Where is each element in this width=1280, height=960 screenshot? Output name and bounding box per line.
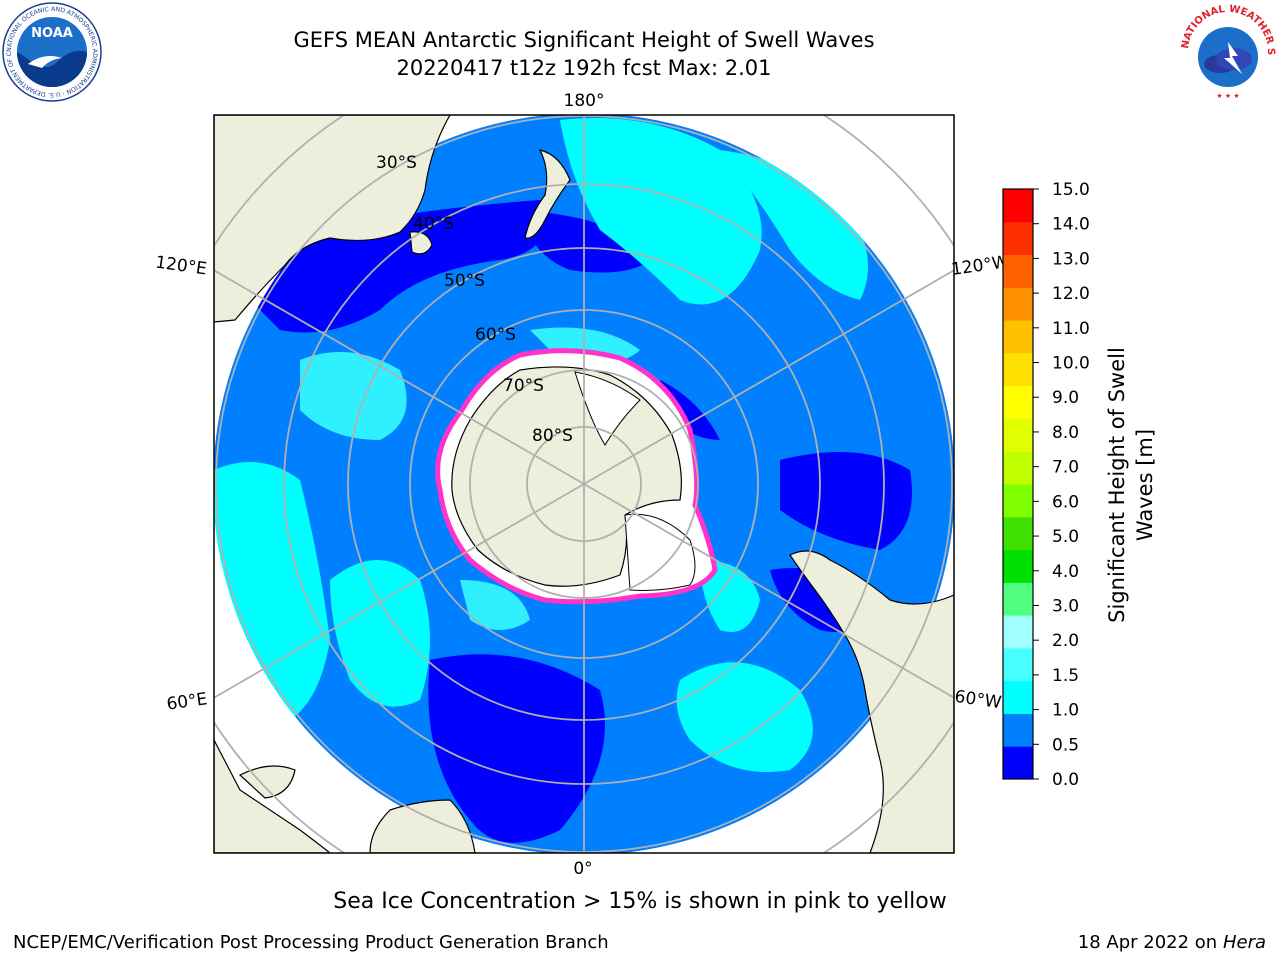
svg-text:★ ★ ★: ★ ★ ★ [1216, 92, 1239, 100]
lat-label-50s: 50°S [444, 271, 485, 291]
lat-label-80s: 80°S [532, 426, 573, 446]
colorbar-tick-label: 4.0 [1052, 562, 1079, 582]
chart-subtitle: 20220417 t12z 192h fcst Max: 2.01 [396, 56, 772, 80]
colorbar-tick-label: 6.0 [1052, 492, 1079, 512]
colorbar-label-line1: Significant Height of Swell [1105, 347, 1129, 623]
colorbar-swatch [1003, 287, 1033, 321]
lon-label-0: 0° [573, 859, 592, 879]
colorbar-swatch [1003, 516, 1033, 551]
colorbar-tick-label: 13.0 [1052, 249, 1090, 269]
colorbar-swatch [1003, 582, 1033, 616]
lat-label-70s: 70°S [503, 376, 544, 396]
colorbar-label-line2: Waves [m] [1133, 429, 1157, 541]
colorbar-tick-label: 14.0 [1052, 215, 1090, 235]
colorbar-swatch [1003, 680, 1033, 714]
lon-label-180: 180° [564, 91, 605, 111]
colorbar-tick-label: 0.5 [1052, 735, 1079, 755]
colorbar-label: Significant Height of Swell Waves [m] [1105, 347, 1157, 623]
colorbar-swatch [1003, 451, 1033, 485]
colorbar-tick-label: 7.0 [1052, 458, 1079, 478]
lat-label-60s: 60°S [475, 325, 516, 345]
footer-credit: NCEP/EMC/Verification Post Processing Pr… [13, 932, 609, 953]
noaa-logo: NATIONAL OCEANIC AND ATMOSPHERIC ADMINIS… [2, 2, 102, 102]
lon-label-120e: 120°E [154, 252, 208, 279]
colorbar-swatch [1003, 713, 1033, 747]
colorbar-swatch [1003, 221, 1033, 256]
colorbar-swatch [1003, 352, 1033, 387]
colorbar-swatch [1003, 549, 1033, 583]
colorbar-swatch [1003, 615, 1033, 649]
colorbar-swatch [1003, 254, 1033, 288]
lon-label-120w: 120°W [950, 252, 1010, 280]
colorbar-tick-label: 15.0 [1052, 180, 1090, 200]
map-panel [214, 115, 954, 853]
antarctica [435, 348, 718, 605]
colorbar-swatch [1003, 385, 1033, 419]
colorbar-tick-label: 9.0 [1052, 388, 1079, 408]
footer-date: 18 Apr 2022 on Hera [1078, 932, 1266, 953]
caption: Sea Ice Concentration > 15% is shown in … [333, 889, 947, 914]
colorbar-tick-label: 1.5 [1052, 666, 1079, 686]
chart-title: GEFS MEAN Antarctic Significant Height o… [293, 28, 875, 52]
colorbar-tick-label: 3.0 [1052, 596, 1079, 616]
colorbar-swatch [1003, 320, 1033, 354]
colorbar: 0.0 0.5 1.0 1.5 2.0 3.0 4.0 5.0 6.0 7.0 8.0 9.0 10.0… [1002, 180, 1090, 790]
colorbar-tick-label: 11.0 [1052, 319, 1090, 339]
footer-date-text: 18 Apr 2022 on [1077, 932, 1223, 953]
colorbar-tick-label: 0.0 [1052, 770, 1079, 790]
colorbar-tick-label: 1.0 [1052, 701, 1079, 721]
graticule [214, 115, 954, 853]
lon-label-60w: 60°W [953, 687, 1002, 713]
lon-label-60e: 60°E [165, 689, 208, 714]
lat-label-40s: 40°S [413, 214, 454, 234]
colorbar-swatch [1003, 189, 1033, 223]
nws-logo: NATIONAL WEATHER SERVICE ★ ★ ★ [1178, 2, 1277, 101]
colorbar-frame [1002, 188, 1034, 780]
colorbar-tick-label: 8.0 [1052, 423, 1079, 443]
colorbar-tick-label: 10.0 [1052, 354, 1090, 374]
lat-label-30s: 30°S [376, 153, 417, 173]
colorbar-tick-label: 2.0 [1052, 631, 1079, 651]
footer-host: Hera [1222, 932, 1266, 953]
colorbar-swatch [1003, 647, 1033, 682]
colorbar-tick-label: 5.0 [1052, 527, 1079, 547]
map-frame [213, 114, 955, 854]
colorbar-swatch [1003, 418, 1033, 452]
colorbar-swatch [1003, 484, 1033, 518]
svg-text:NOAA: NOAA [31, 26, 73, 41]
colorbar-swatch [1003, 746, 1033, 780]
colorbar-tick-label: 12.0 [1052, 284, 1090, 304]
